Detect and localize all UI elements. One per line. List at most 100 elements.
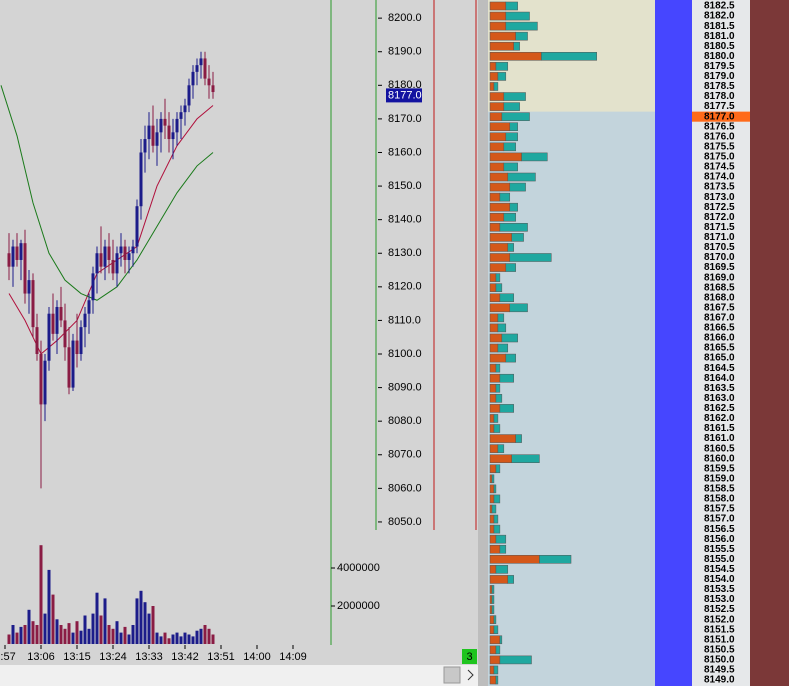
profile-bar (501, 333, 518, 343)
profile-bar (495, 675, 499, 685)
candle-body (91, 273, 95, 301)
price-level: 8176.0 (704, 131, 735, 142)
candle-body (151, 125, 155, 146)
x-tick-label: 14:00 (243, 651, 271, 663)
profile-bar (489, 323, 499, 333)
y-tick-label: 8160.0 (388, 146, 422, 158)
price-level: 8149.0 (704, 675, 735, 686)
price-level: 8153.0 (704, 594, 735, 605)
price-level: 8168.0 (704, 292, 735, 303)
profile-bar (489, 162, 505, 172)
profile-bar (489, 353, 507, 363)
volume-bar (11, 625, 15, 644)
candle-body (43, 360, 47, 405)
y-tick-label: 4000000 (337, 562, 380, 574)
profile-bar (489, 243, 509, 252)
profile-bar (489, 172, 509, 182)
x-tick-label: 2:57 (0, 651, 16, 663)
profile-bar (489, 192, 501, 202)
profile-bar (489, 62, 497, 71)
highlight-row (692, 111, 750, 122)
price-level: 8170.5 (704, 242, 735, 253)
profile-bar (489, 283, 497, 292)
candle-body (115, 253, 119, 274)
profile-bar (489, 102, 505, 111)
profile-bar (489, 384, 497, 393)
profile-bar (495, 384, 501, 393)
profile-bar (489, 363, 497, 373)
profile-bar (489, 394, 497, 403)
volume-bar (139, 590, 143, 644)
scrollbar[interactable] (0, 665, 478, 686)
volume-bar (95, 592, 99, 644)
price-level: 8175.5 (704, 141, 735, 152)
price-level: 8156.0 (704, 534, 735, 545)
price-level: 8159.0 (704, 473, 735, 484)
profile-bar (497, 444, 505, 453)
x-tick-label: 13:42 (171, 651, 199, 663)
price-level: 8170.0 (704, 252, 735, 263)
price-level: 8165.5 (704, 343, 735, 354)
profile-bar (507, 172, 536, 182)
profile-bar (499, 655, 532, 665)
volume-bar (75, 621, 79, 644)
candle-body (211, 85, 215, 93)
price-level: 8176.5 (704, 121, 735, 132)
candle-body (15, 246, 19, 260)
profile-bar (505, 353, 516, 363)
profile-bar (489, 434, 516, 443)
candle-body (147, 125, 151, 140)
current-price-box (386, 88, 422, 103)
y-tick-label: 8180.0 (388, 79, 422, 91)
profile-bar (489, 474, 493, 484)
candle-body (207, 78, 211, 86)
y-tick-label: 8080.0 (388, 415, 422, 427)
candle-body (175, 118, 179, 133)
profile-bar (489, 333, 503, 343)
y-tick-label: 8190.0 (388, 46, 422, 58)
volume-bar (87, 628, 91, 644)
right-column (750, 0, 789, 686)
profile-bar (539, 555, 572, 564)
price-level: 8174.0 (704, 172, 735, 183)
price-level: 8180.0 (704, 51, 735, 62)
price-level: 8150.0 (704, 655, 735, 666)
profile-bar (495, 283, 503, 292)
y-tick-label: 8120.0 (388, 281, 422, 293)
candle-body (55, 306, 59, 334)
profile-bar (489, 202, 511, 212)
candle-body (159, 118, 163, 133)
candle-body (199, 58, 203, 66)
profile-bar (491, 595, 495, 604)
profile-bar (489, 595, 493, 604)
profile-bar (501, 112, 530, 121)
profile-bar (497, 343, 509, 353)
candle-body (123, 246, 127, 260)
profile-bar (489, 625, 495, 635)
candle-body (171, 132, 175, 140)
price-level: 8155.0 (704, 554, 735, 565)
profile-bar (489, 424, 495, 433)
x-tick-label: 13:51 (207, 651, 235, 663)
volume-bar (19, 626, 23, 644)
price-level: 8169.0 (704, 272, 735, 283)
price-level: 8173.5 (704, 182, 735, 193)
candle-body (139, 152, 143, 207)
volume-bar (27, 609, 31, 644)
candle-body (23, 243, 27, 294)
volume-bar (35, 625, 39, 644)
profile-bar (493, 524, 501, 534)
price-level: 8163.0 (704, 393, 735, 404)
profile-bar (489, 454, 512, 463)
profile-bar (489, 655, 501, 665)
volume-bar (59, 625, 63, 644)
profile-bar (489, 253, 511, 262)
moving-average (0, 85, 214, 301)
profile-bar (493, 615, 497, 624)
y-tick-label: 2000000 (337, 600, 380, 612)
scroll-thumb[interactable] (443, 666, 461, 684)
scroll-arrow[interactable] (467, 669, 474, 681)
candle-body (7, 253, 11, 267)
profile-bar (515, 434, 522, 443)
